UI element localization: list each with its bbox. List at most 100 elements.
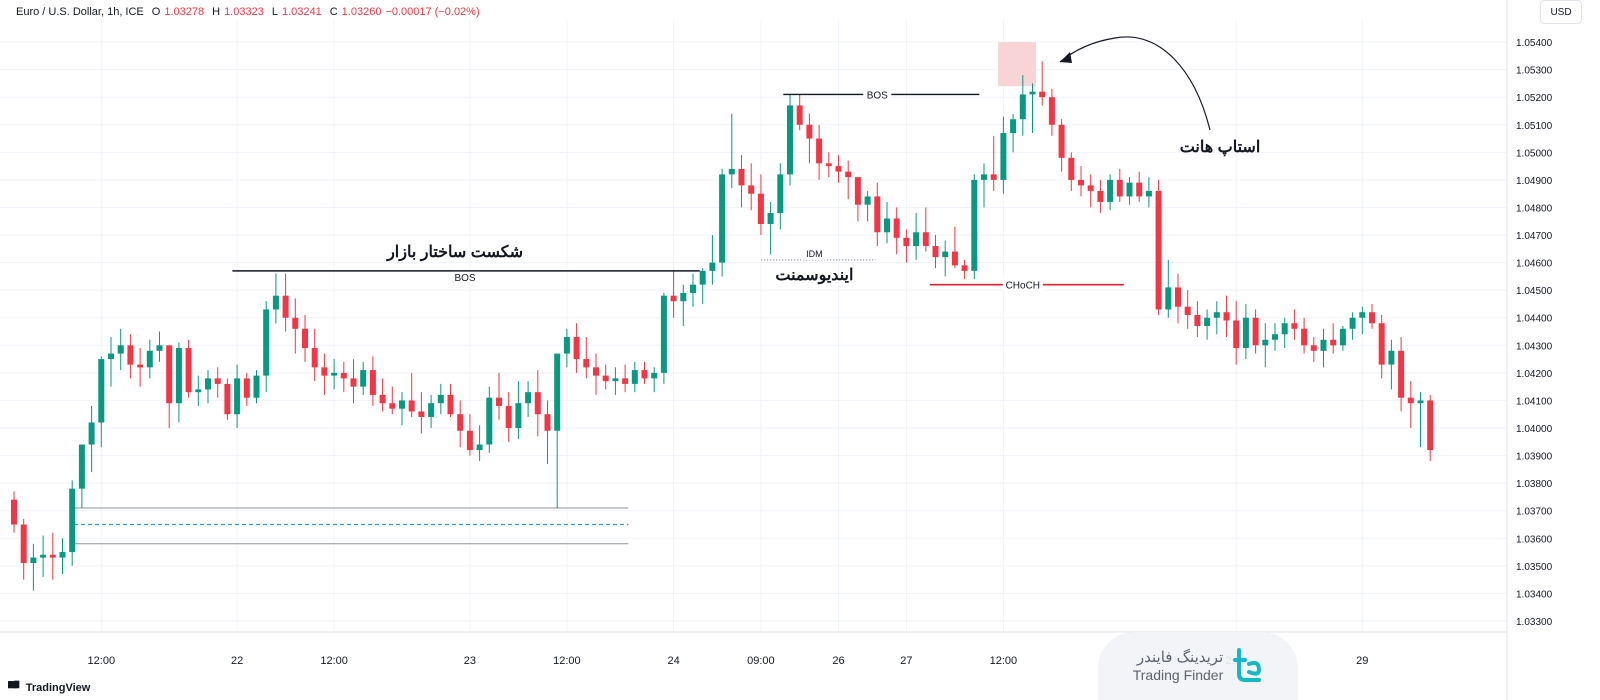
- candle-body: [78, 444, 85, 489]
- candle: [690, 273, 696, 307]
- candle-body: [108, 353, 114, 360]
- candle-body: [1155, 190, 1162, 310]
- y-tick-label: 1.05100: [1516, 121, 1553, 132]
- candle: [1194, 301, 1201, 338]
- candle-body: [932, 246, 939, 258]
- y-tick-label: 1.05000: [1516, 148, 1553, 159]
- candle: [1339, 326, 1346, 351]
- candle-body: [1378, 323, 1385, 365]
- candle: [457, 400, 464, 448]
- candle-body: [1175, 287, 1181, 307]
- candle-body: [563, 337, 570, 354]
- candle-body: [544, 414, 551, 431]
- high-value: 1.03323: [224, 6, 264, 18]
- candle: [146, 339, 153, 379]
- tradingview-label: TradingView: [25, 682, 91, 694]
- candle: [224, 378, 231, 420]
- candle-body: [981, 174, 987, 180]
- candle: [1155, 179, 1162, 315]
- candle-body: [1369, 312, 1375, 324]
- candle: [1048, 88, 1055, 136]
- candle: [1291, 309, 1298, 340]
- candle: [864, 190, 871, 222]
- candle: [1126, 177, 1133, 205]
- candle: [951, 226, 958, 269]
- candle: [205, 370, 211, 404]
- trading-finder-watermark: تریدینگ فایندر Trading Finder: [1098, 632, 1298, 700]
- candle: [728, 113, 735, 189]
- candle: [641, 361, 648, 384]
- candle: [1107, 174, 1114, 211]
- candle: [476, 425, 483, 462]
- candle: [30, 543, 37, 591]
- candle-body: [1359, 312, 1366, 318]
- candle: [563, 328, 570, 368]
- candle-body: [777, 174, 784, 213]
- candle-body: [719, 174, 726, 263]
- candle-body: [476, 444, 483, 451]
- candle: [1078, 166, 1084, 197]
- candle: [796, 94, 803, 131]
- candle-body: [360, 370, 367, 387]
- candle-body: [767, 212, 774, 224]
- candle: [1330, 323, 1337, 354]
- symbol-header: Euro / U.S. Dollar, 1h, ICE O 1.03278 H 1.…: [16, 4, 480, 20]
- candle-body: [1339, 328, 1346, 346]
- candle-body: [1194, 314, 1201, 326]
- open-label: O: [151, 6, 161, 18]
- candle-body: [175, 348, 182, 404]
- candle: [544, 400, 551, 464]
- candle: [1301, 317, 1308, 354]
- candle-body: [166, 345, 173, 404]
- candle-body: [1349, 317, 1356, 329]
- candle: [214, 367, 221, 398]
- y-tick-label: 1.04200: [1516, 369, 1553, 380]
- candle-body: [98, 359, 105, 423]
- candle-body: [796, 105, 803, 125]
- candle: [1068, 152, 1075, 191]
- stop-hunt-caption: استاپ هانت: [1180, 139, 1261, 157]
- bos-label-2: BOS: [867, 90, 888, 101]
- candle: [166, 345, 173, 428]
- candle: [738, 155, 745, 208]
- candle-body: [20, 524, 27, 564]
- candle-body: [670, 295, 677, 302]
- currency-button[interactable]: USD: [1540, 0, 1582, 24]
- candle: [185, 339, 192, 398]
- candle: [806, 113, 813, 164]
- idm-label-bg: [803, 248, 826, 260]
- y-tick-label: 1.03800: [1516, 479, 1553, 490]
- x-tick-label: 12:00: [320, 655, 348, 667]
- candle: [408, 372, 415, 417]
- candle-body: [1330, 339, 1337, 346]
- candle: [321, 353, 328, 395]
- candle-body: [224, 383, 231, 415]
- candle-body: [709, 262, 716, 271]
- x-tick-label: 27: [900, 655, 912, 667]
- stop-hunt-zone: [998, 42, 1037, 87]
- candle: [515, 381, 522, 440]
- candle-body: [369, 370, 376, 395]
- candle: [922, 207, 929, 252]
- y-tick-label: 1.04600: [1516, 259, 1553, 270]
- tradingview-logo[interactable]: ▀▘ TradingView: [8, 681, 90, 695]
- candle-body: [30, 557, 37, 564]
- low-value: 1.03241: [281, 6, 322, 18]
- candle: [486, 386, 493, 453]
- choch-label-bg: [1002, 276, 1043, 291]
- candle: [369, 356, 376, 406]
- low-label: L: [271, 6, 278, 18]
- stop-hunt-arrow: [1059, 36, 1211, 131]
- candle: [1272, 323, 1278, 351]
- candle: [98, 356, 105, 448]
- candle: [816, 124, 823, 180]
- candle-body: [137, 364, 144, 368]
- candle-body: [1048, 97, 1055, 125]
- candle-body: [1262, 339, 1269, 346]
- candle-body: [854, 177, 861, 205]
- candle-body: [399, 400, 405, 409]
- candle-body: [1068, 157, 1075, 180]
- candle: [496, 372, 502, 420]
- candle: [1019, 75, 1026, 136]
